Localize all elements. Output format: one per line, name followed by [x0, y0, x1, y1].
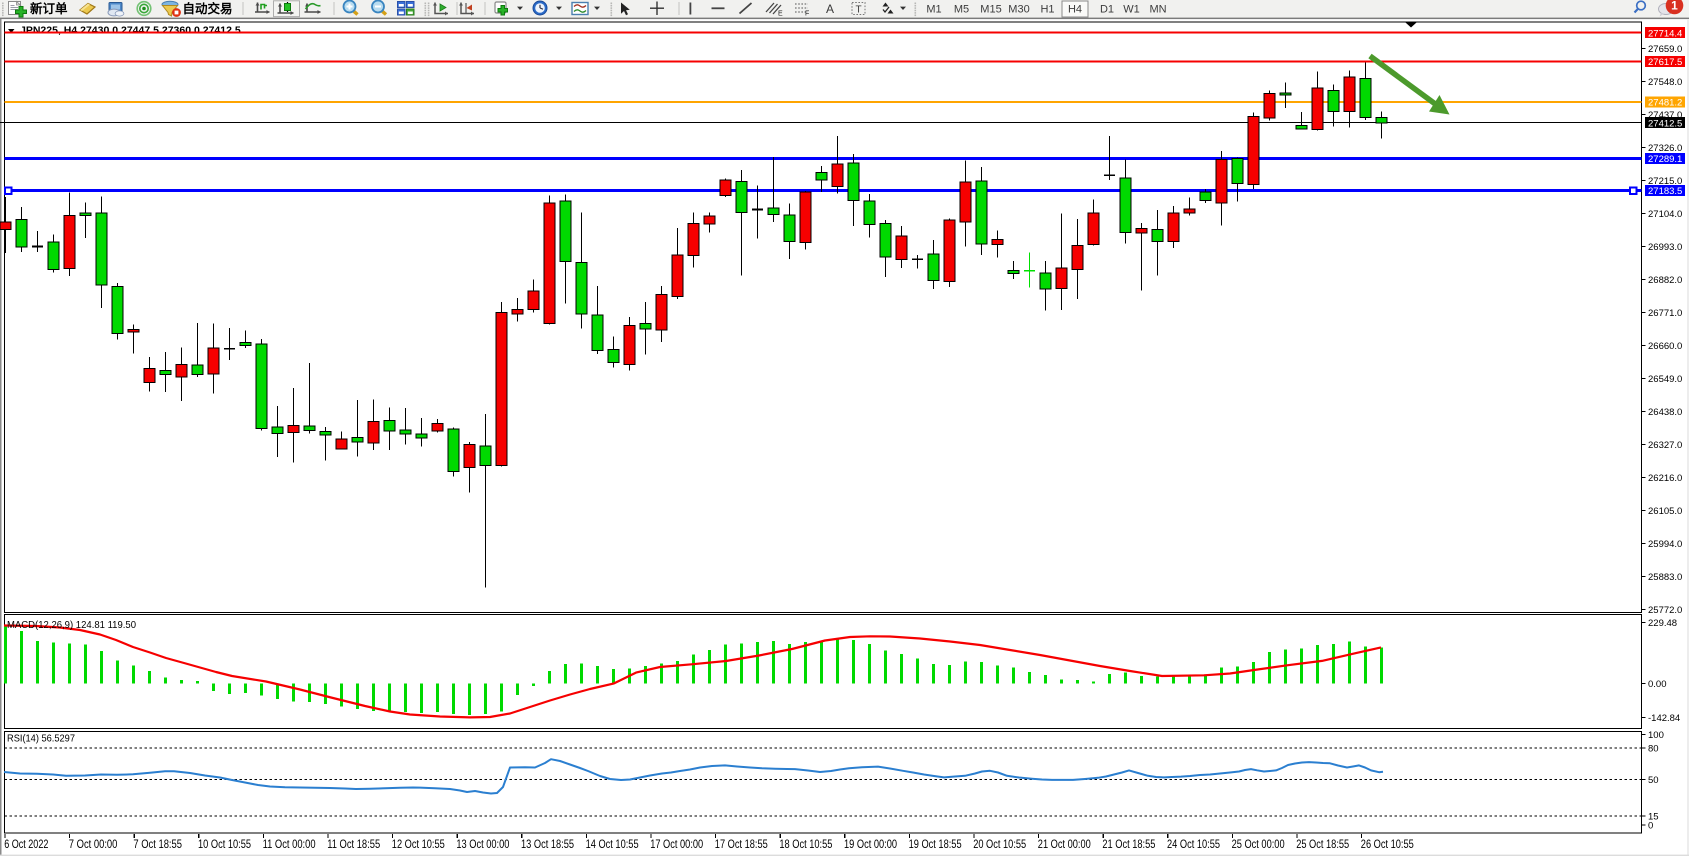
- svg-text:0: 0: [1648, 820, 1653, 831]
- svg-text:11 Oct 18:55: 11 Oct 18:55: [327, 839, 380, 851]
- svg-text:D1: D1: [1100, 4, 1114, 16]
- svg-text:6 Oct 2022: 6 Oct 2022: [4, 839, 48, 851]
- svg-text:T: T: [856, 5, 862, 16]
- svg-text:26105.0: 26105.0: [1648, 506, 1682, 517]
- svg-text:RSI(14) 56.5297: RSI(14) 56.5297: [7, 733, 75, 745]
- svg-text:19 Oct 00:00: 19 Oct 00:00: [844, 839, 897, 851]
- svg-text:13 Oct 18:55: 13 Oct 18:55: [521, 839, 574, 851]
- svg-text:26 Oct 10:55: 26 Oct 10:55: [1361, 839, 1414, 851]
- svg-text:19 Oct 18:55: 19 Oct 18:55: [909, 839, 962, 851]
- svg-text:27289.1: 27289.1: [1648, 154, 1682, 165]
- svg-text:27183.5: 27183.5: [1648, 186, 1682, 197]
- svg-text:M1: M1: [926, 4, 941, 16]
- svg-text:自动交易: 自动交易: [183, 1, 233, 16]
- svg-text:26660.0: 26660.0: [1648, 341, 1682, 352]
- svg-text:26993.0: 26993.0: [1648, 242, 1682, 253]
- svg-text:0.00: 0.00: [1648, 679, 1667, 690]
- svg-text:25772.0: 25772.0: [1648, 605, 1682, 616]
- svg-text:26327.0: 26327.0: [1648, 440, 1682, 451]
- svg-text:18 Oct 10:55: 18 Oct 10:55: [779, 839, 832, 851]
- svg-text:MN: MN: [1149, 4, 1166, 16]
- svg-text:JPN225, H4 27430.0 27447.5 27: JPN225, H4 27430.0 27447.5 27360.0 27412…: [20, 25, 241, 37]
- svg-text:27659.0: 27659.0: [1648, 44, 1682, 55]
- svg-text:229.48: 229.48: [1648, 618, 1677, 629]
- svg-text:26882.0: 26882.0: [1648, 275, 1682, 286]
- svg-text:E: E: [778, 11, 783, 18]
- svg-text:26216.0: 26216.0: [1648, 473, 1682, 484]
- svg-text:F: F: [805, 11, 809, 18]
- svg-text:10 Oct 10:55: 10 Oct 10:55: [198, 839, 251, 851]
- svg-text:H4: H4: [1068, 4, 1082, 16]
- svg-text:25 Oct 00:00: 25 Oct 00:00: [1232, 839, 1285, 851]
- svg-text:M30: M30: [1008, 4, 1029, 16]
- svg-text:27412.5: 27412.5: [1648, 118, 1682, 129]
- svg-text:15: 15: [1648, 812, 1659, 823]
- svg-text:W1: W1: [1123, 4, 1140, 16]
- svg-text:21 Oct 18:55: 21 Oct 18:55: [1102, 839, 1155, 851]
- svg-text:新订单: 新订单: [30, 1, 68, 16]
- svg-text:H1: H1: [1040, 4, 1054, 16]
- svg-text:27714.4: 27714.4: [1648, 28, 1682, 39]
- svg-text:27548.0: 27548.0: [1648, 77, 1682, 88]
- svg-text:25 Oct 18:55: 25 Oct 18:55: [1296, 839, 1349, 851]
- svg-text:MACD(12,26,9) 124.81 119.50: MACD(12,26,9) 124.81 119.50: [7, 619, 136, 631]
- svg-text:13 Oct 00:00: 13 Oct 00:00: [456, 839, 509, 851]
- svg-text:M15: M15: [980, 4, 1001, 16]
- svg-text:-142.84: -142.84: [1648, 713, 1680, 724]
- svg-text:26549.0: 26549.0: [1648, 374, 1682, 385]
- svg-text:14 Oct 10:55: 14 Oct 10:55: [586, 839, 639, 851]
- svg-text:27617.5: 27617.5: [1648, 57, 1682, 68]
- svg-text:7 Oct 18:55: 7 Oct 18:55: [133, 839, 182, 851]
- svg-text:12 Oct 10:55: 12 Oct 10:55: [392, 839, 445, 851]
- svg-text:27104.0: 27104.0: [1648, 209, 1682, 220]
- svg-text:27215.0: 27215.0: [1648, 176, 1682, 187]
- svg-text:A: A: [826, 2, 834, 16]
- svg-text:M5: M5: [954, 4, 969, 16]
- svg-text:26438.0: 26438.0: [1648, 407, 1682, 418]
- svg-text:20 Oct 10:55: 20 Oct 10:55: [973, 839, 1026, 851]
- svg-text:27326.0: 27326.0: [1648, 143, 1682, 154]
- svg-text:7 Oct 00:00: 7 Oct 00:00: [69, 839, 118, 851]
- svg-text:26771.0: 26771.0: [1648, 308, 1682, 319]
- svg-text:21 Oct 00:00: 21 Oct 00:00: [1038, 839, 1091, 851]
- svg-text:100: 100: [1648, 730, 1664, 741]
- svg-text:50: 50: [1648, 775, 1659, 786]
- svg-text:17 Oct 00:00: 17 Oct 00:00: [650, 839, 703, 851]
- svg-text:25883.0: 25883.0: [1648, 572, 1682, 583]
- svg-text:24 Oct 10:55: 24 Oct 10:55: [1167, 839, 1220, 851]
- svg-text:1: 1: [1671, 0, 1678, 13]
- svg-text:27437.0: 27437.0: [1648, 110, 1682, 121]
- svg-text:80: 80: [1648, 744, 1659, 755]
- svg-text:25994.0: 25994.0: [1648, 539, 1682, 550]
- svg-text:17 Oct 18:55: 17 Oct 18:55: [715, 839, 768, 851]
- svg-text:11 Oct 00:00: 11 Oct 00:00: [263, 839, 316, 851]
- svg-text:27481.2: 27481.2: [1648, 98, 1682, 109]
